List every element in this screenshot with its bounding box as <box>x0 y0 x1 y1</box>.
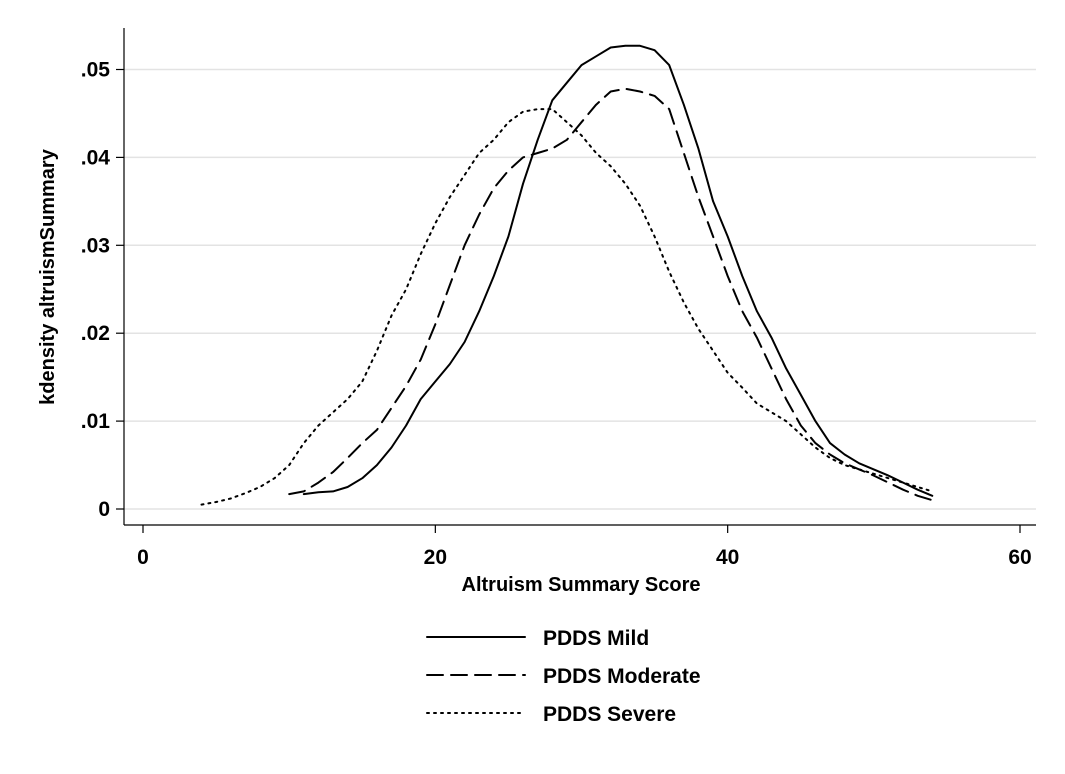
series-line-dashed <box>288 87 934 502</box>
y-tick-label: 0 <box>98 498 110 521</box>
axes <box>123 28 1036 526</box>
legend: PDDS Mild PDDS Moderate PDDS Severe <box>426 627 701 726</box>
legend-label: PDDS Severe <box>543 703 676 726</box>
x-tick-label: 60 <box>1008 546 1031 569</box>
x-ticks: 0 20 40 60 <box>137 525 1032 569</box>
y-tick-label: .01 <box>81 410 111 433</box>
y-axis-title: kdensity altruismSummary <box>37 148 59 405</box>
y-tick-label: .04 <box>81 146 111 169</box>
series-line-dotted <box>200 108 934 506</box>
series-line-solid <box>302 44 934 497</box>
legend-label: PDDS Moderate <box>543 665 701 688</box>
x-axis-title: Altruism Summary Score <box>462 574 701 596</box>
x-tick-label: 40 <box>716 546 739 569</box>
y-tick-label: .05 <box>81 59 111 82</box>
y-tick-label: .02 <box>81 322 110 345</box>
y-tick-label: .03 <box>81 234 110 257</box>
x-tick-label: 20 <box>424 546 447 569</box>
legend-label: PDDS Mild <box>543 627 649 650</box>
y-ticks: 0 .01 .02 .03 .04 .05 <box>81 59 124 521</box>
series <box>200 44 934 506</box>
gridlines <box>124 68 1036 510</box>
x-tick-label: 0 <box>137 546 149 569</box>
